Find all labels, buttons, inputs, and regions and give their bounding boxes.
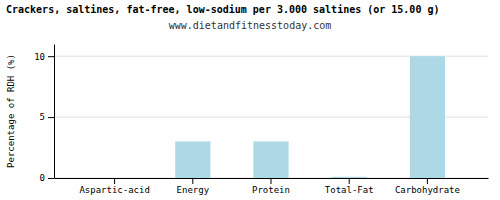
y-tick-label: 10: [34, 52, 45, 62]
x-tick-mark: [349, 178, 350, 184]
chart: Crackers, saltines, fat-free, low-sodium…: [0, 0, 500, 200]
bar: [97, 178, 132, 179]
bar: [332, 177, 367, 178]
y-tick: 10: [34, 52, 54, 62]
x-tick: Energy: [177, 178, 210, 195]
bar: [175, 141, 210, 178]
x-tick-mark: [192, 178, 193, 184]
y-tick-label: 5: [40, 112, 45, 122]
x-tick-label: Aspartic-acid: [79, 185, 149, 195]
x-tick-label: Energy: [177, 185, 210, 195]
y-axis-title: Percentage of RDH (%): [6, 54, 16, 168]
plot-area: [175, 56, 445, 178]
x-tick-mark: [114, 178, 115, 184]
grid: [54, 56, 488, 178]
x-tick: Carbohydrate: [395, 178, 460, 195]
y-axis: 0 5 10: [34, 45, 54, 184]
x-tick: Aspartic-acid: [79, 178, 149, 195]
y-tick: 0: [40, 173, 54, 183]
x-tick-mark: [427, 178, 428, 184]
y-tick-mark: [48, 117, 54, 118]
y-axis-line: [54, 45, 55, 179]
x-tick-label: Total-Fat: [325, 185, 374, 195]
subtitle: www.dietandfitnesstoday.com: [169, 20, 332, 31]
y-tick: 5: [40, 112, 54, 122]
y-tick-label: 0: [40, 173, 45, 183]
x-tick: Total-Fat: [325, 178, 374, 195]
x-tick: Protein: [252, 178, 290, 195]
x-tick-label: Carbohydrate: [395, 185, 460, 195]
x-tick-mark: [271, 178, 272, 184]
chart-container: Crackers, saltines, fat-free, low-sodium…: [0, 0, 500, 200]
bar: [253, 141, 288, 178]
y-tick-mark: [48, 56, 54, 57]
x-tick-label: Protein: [252, 185, 290, 195]
x-axis: Aspartic-acid Energy Protein Total-Fat Carbo…: [55, 178, 489, 195]
y-tick-mark: [48, 178, 54, 179]
title: Crackers, saltines, fat-free, low-sodium…: [6, 4, 439, 15]
bar: [410, 56, 445, 178]
